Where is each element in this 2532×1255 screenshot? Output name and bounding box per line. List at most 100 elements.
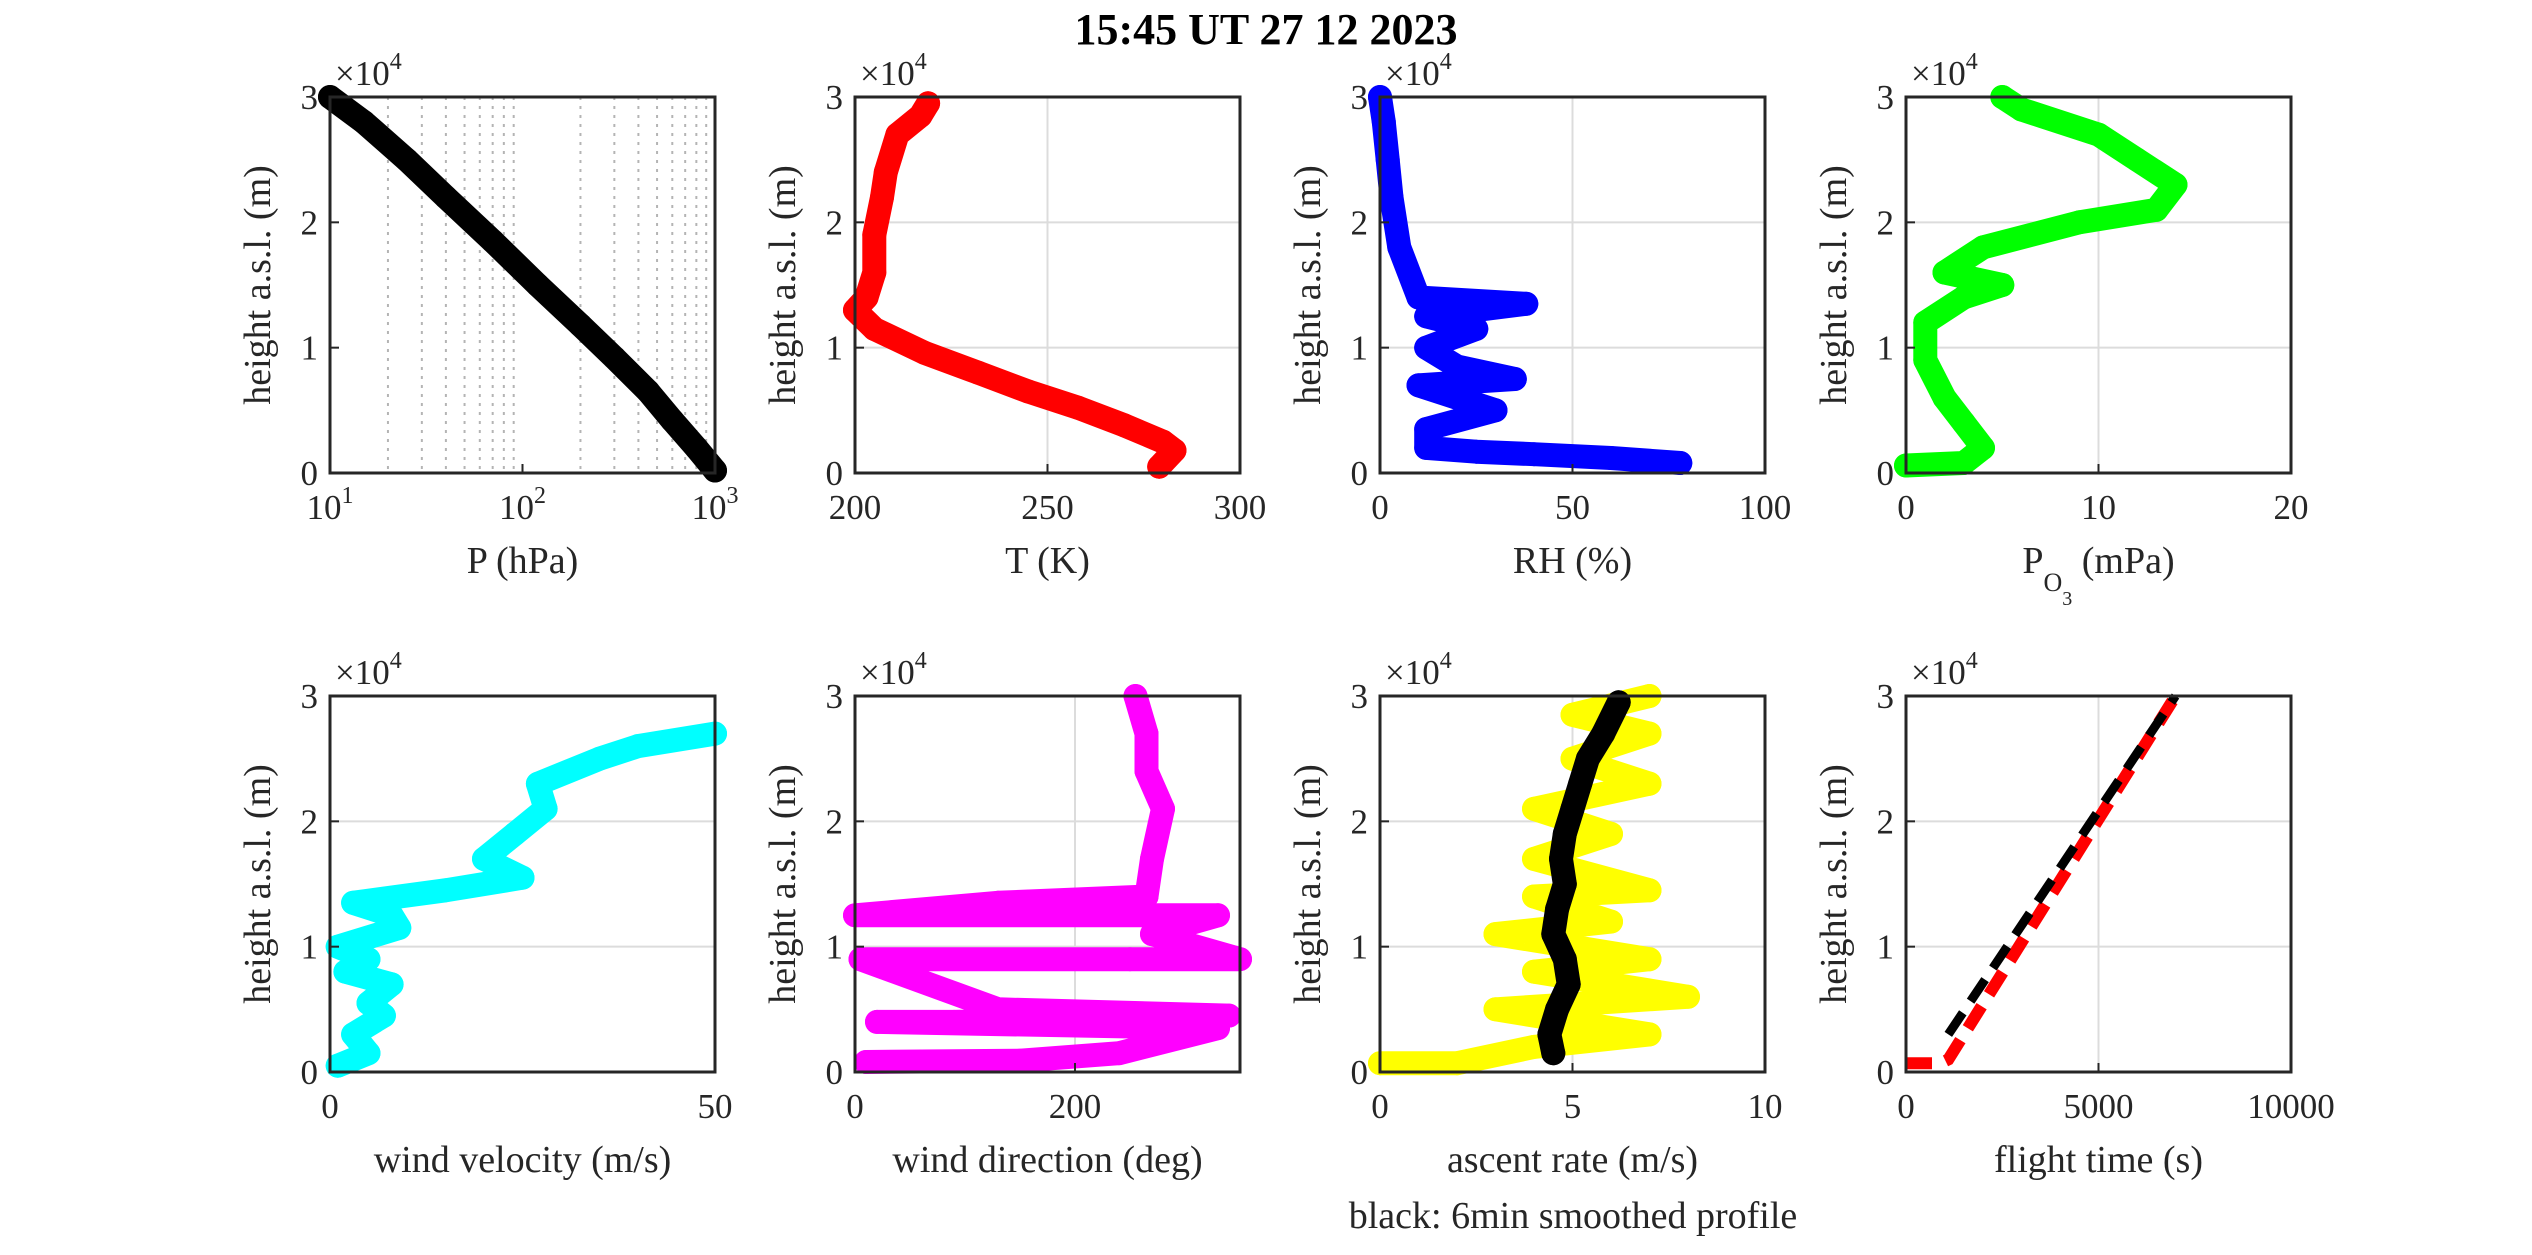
y-tick-label: 3 xyxy=(1877,677,1895,716)
data-point xyxy=(1445,1051,1469,1076)
data-point xyxy=(862,222,887,247)
y-tick-label: 2 xyxy=(1877,203,1895,242)
x-tick-label: 0 xyxy=(1897,1087,1915,1126)
data-point xyxy=(356,947,381,972)
y-tick-label: 2 xyxy=(301,203,319,242)
data-point xyxy=(379,903,404,928)
series-line-2 xyxy=(1944,693,2180,1037)
data-point xyxy=(502,821,527,846)
data-point xyxy=(1151,796,1175,821)
y-tick-label: 2 xyxy=(1351,802,1369,841)
axes-box xyxy=(328,694,717,1074)
data-point xyxy=(1375,147,1400,172)
data-point xyxy=(1134,759,1159,784)
y-tick-label: 0 xyxy=(301,454,319,493)
series-group xyxy=(318,85,727,483)
ticks: 0 10 20 0 1 2 3 xyxy=(1877,78,2309,527)
data-point xyxy=(1591,721,1616,746)
data-point xyxy=(1379,185,1404,210)
panel-2: 200 250 300 0 1 2 3 ×104 T (K) height a.s.l. (m) xyxy=(762,49,1266,582)
x-axis-label: P (hPa) xyxy=(467,540,579,582)
data-point xyxy=(1560,702,1585,727)
y-tick-label: 3 xyxy=(826,677,844,716)
data-point xyxy=(862,316,887,341)
y-axis-label: height a.s.l. (m) xyxy=(1287,764,1329,1004)
x-axis-label: ascent rate (m/s) xyxy=(1447,1139,1698,1181)
data-point xyxy=(2067,210,2092,235)
data-point xyxy=(1464,316,1489,341)
data-point xyxy=(1406,285,1431,310)
data-point xyxy=(433,185,458,210)
data-point xyxy=(356,1041,381,1066)
data-point xyxy=(1514,291,1539,316)
y-axis-label: height a.s.l. (m) xyxy=(762,764,804,1004)
data-point xyxy=(885,122,910,147)
x-tick-label: 0 xyxy=(1371,488,1389,527)
x-axis-label: RH (%) xyxy=(1513,540,1632,582)
data-point xyxy=(1107,1041,1131,1066)
data-point xyxy=(333,959,358,984)
y-multiplier: ×104 xyxy=(1385,49,1452,93)
y-tick-label: 0 xyxy=(1877,1053,1895,1092)
panel-4: 0 10 20 0 1 2 3 ×104 PO3 (mPa) height a.s.l. (m) xyxy=(1813,49,2309,610)
data-point xyxy=(533,796,558,821)
data-point xyxy=(1913,310,1938,335)
data-point xyxy=(1387,235,1412,260)
data-point xyxy=(660,408,685,433)
data-point xyxy=(1541,922,1566,947)
data-point xyxy=(986,890,1010,915)
y-tick-label: 2 xyxy=(1351,203,1369,242)
data-point xyxy=(848,947,873,972)
data-point xyxy=(1016,379,1041,404)
y-axis-label: height a.s.l. (m) xyxy=(762,165,804,405)
data-point xyxy=(433,878,458,903)
ticks: 0 5 10 0 1 2 3 xyxy=(1351,677,1783,1126)
data-point xyxy=(472,846,496,871)
data-point xyxy=(1545,997,1570,1022)
x-tick-label: 200 xyxy=(829,488,882,527)
data-point xyxy=(602,345,627,370)
data-point xyxy=(1599,909,1623,934)
y-multiplier: ×104 xyxy=(860,49,927,93)
data-point xyxy=(1568,771,1593,796)
data-point xyxy=(1118,947,1142,972)
x-tick-label: 200 xyxy=(1049,1087,1102,1126)
y-tick-label: 0 xyxy=(301,1053,319,1092)
x-tick-label: 10 xyxy=(1748,1087,1783,1126)
x-tick-label: 50 xyxy=(698,1087,733,1126)
data-point xyxy=(341,890,366,915)
data-point xyxy=(1414,435,1439,460)
x-tick-label: 50 xyxy=(1555,488,1590,527)
data-point xyxy=(1971,235,1995,260)
data-point xyxy=(1445,354,1469,379)
x-tick-label: 0 xyxy=(846,1087,864,1126)
y-tick-label: 1 xyxy=(1351,928,1369,967)
data-point xyxy=(525,273,550,297)
data-point xyxy=(1140,922,1164,947)
data-point xyxy=(341,1022,366,1047)
panel-7: 0 5 10 0 1 2 3 ×104 ascent rate (m/s) height a.s.… xyxy=(1287,648,1783,1181)
series-group xyxy=(1368,85,1693,475)
panel-6: 0 200 0 1 2 3 ×104 wind direction (deg) height a… xyxy=(762,648,1252,1181)
data-point xyxy=(1445,385,1469,410)
y-multiplier: ×104 xyxy=(335,648,402,692)
data-point xyxy=(587,746,612,771)
data-point xyxy=(1549,846,1573,871)
panel-8: 0 5000 10000 0 1 2 3 ×104 flight time (s) height … xyxy=(1813,648,2335,1181)
y-axis-label: height a.s.l. (m) xyxy=(1813,764,1855,1004)
y-tick-label: 0 xyxy=(1351,1053,1369,1092)
data-point xyxy=(1502,367,1527,391)
y-multiplier: ×104 xyxy=(1911,648,1978,692)
x-axis-label: wind direction (deg) xyxy=(892,1139,1202,1181)
data-point xyxy=(1541,1041,1566,1066)
x-tick-label: 5000 xyxy=(2064,1087,2134,1126)
y-tick-label: 0 xyxy=(1877,454,1895,493)
x-tick-label: 10 xyxy=(2081,488,2116,527)
y-tick-label: 3 xyxy=(1877,78,1895,117)
footnote: black: 6min smoothed profile xyxy=(1349,1195,1798,1237)
data-point xyxy=(1951,451,1976,475)
data-point xyxy=(1371,110,1396,135)
x-tick-label: 250 xyxy=(1021,488,1074,527)
y-tick-label: 2 xyxy=(826,802,844,841)
